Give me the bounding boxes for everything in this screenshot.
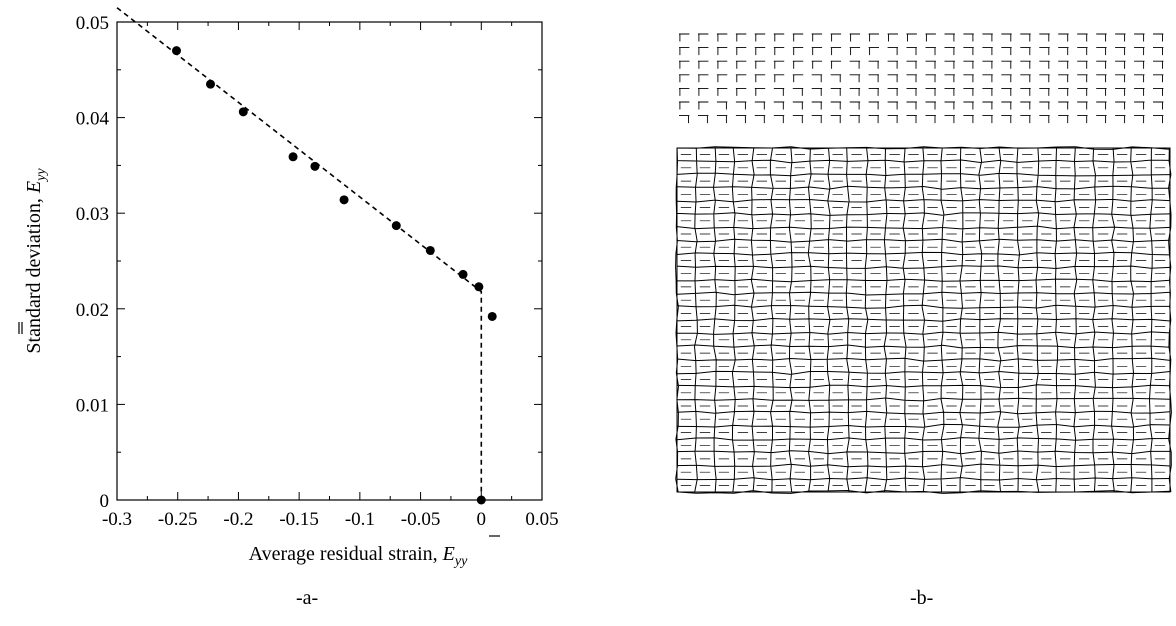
- y-axis-label-symbol: E: [23, 181, 45, 194]
- plot-frame: [116, 21, 543, 501]
- data-point: [425, 245, 435, 255]
- data-point: [474, 282, 484, 292]
- panel-a-scatter-plot: -0.3 -0.25 -0.2 -0.15 -0.1 -0.05 0 0.05 0 0.01 0.…: [18, 7, 559, 569]
- data-point: [339, 195, 349, 205]
- x-axis-label-text: Average residual strain,: [249, 543, 443, 565]
- data-point: [172, 46, 181, 56]
- x-tick-label: -0.15: [279, 509, 319, 530]
- y-label-double-overbar: [18, 322, 23, 334]
- fit-line: [116, 7, 483, 500]
- data-point: [288, 152, 298, 162]
- y-tick-label: 0.03: [76, 204, 109, 225]
- data-points: [172, 46, 497, 505]
- undeformed-mesh-marks: [679, 33, 1164, 124]
- mesh-deformed-region: [675, 146, 1172, 494]
- x-axis-label-subscript: yy: [453, 554, 468, 569]
- data-point: [458, 269, 468, 279]
- x-axis-label-symbol: E: [442, 543, 455, 565]
- y-tick-label: 0.01: [76, 395, 109, 416]
- x-tick-label: -0.3: [102, 509, 132, 530]
- deformed-mesh-border: [676, 147, 1171, 493]
- fit-line-path: [116, 7, 483, 500]
- y-axis-label: Standard deviation, Eyy: [23, 168, 49, 354]
- x-tick-label: 0: [477, 509, 487, 530]
- data-point: [391, 221, 401, 231]
- x-tick-label: -0.1: [345, 509, 375, 530]
- data-point: [310, 161, 320, 171]
- mesh-undeformed-region: [679, 33, 1164, 124]
- y-tick-label: 0.04: [76, 109, 110, 130]
- x-axis-ticks: -0.3 -0.25 -0.2 -0.15 -0.1 -0.05 0 0.05: [102, 22, 559, 530]
- y-tick-label: 0.02: [76, 300, 109, 321]
- y-axis-label-subscript: yy: [34, 168, 49, 183]
- deformed-mesh-grid: [675, 146, 1172, 494]
- x-tick-label: -0.2: [223, 509, 253, 530]
- x-axis-label: Average residual strain, Eyy: [249, 543, 468, 569]
- data-point: [487, 311, 497, 321]
- y-axis-label-text: Standard deviation,: [23, 193, 45, 354]
- panel-b-deformed-mesh: [675, 33, 1172, 494]
- panel-label-b: -b-: [910, 587, 934, 609]
- x-tick-label: 0.05: [525, 509, 558, 530]
- y-tick-label: 0.05: [76, 13, 109, 34]
- x-tick-label: -0.25: [158, 509, 198, 530]
- deformed-mesh-inner-dashes: [680, 154, 1166, 486]
- data-point: [476, 495, 486, 505]
- y-tick-label: 0: [100, 491, 110, 512]
- y-axis-ticks: 0 0.01 0.02 0.03 0.04 0.05: [76, 13, 542, 512]
- x-tick-label: -0.05: [401, 509, 441, 530]
- data-point: [206, 79, 215, 89]
- data-point: [238, 107, 248, 117]
- panel-label-a: -a-: [296, 587, 319, 609]
- svg-text:Standard deviation, Eyy: Standard deviation, Eyy: [23, 168, 49, 354]
